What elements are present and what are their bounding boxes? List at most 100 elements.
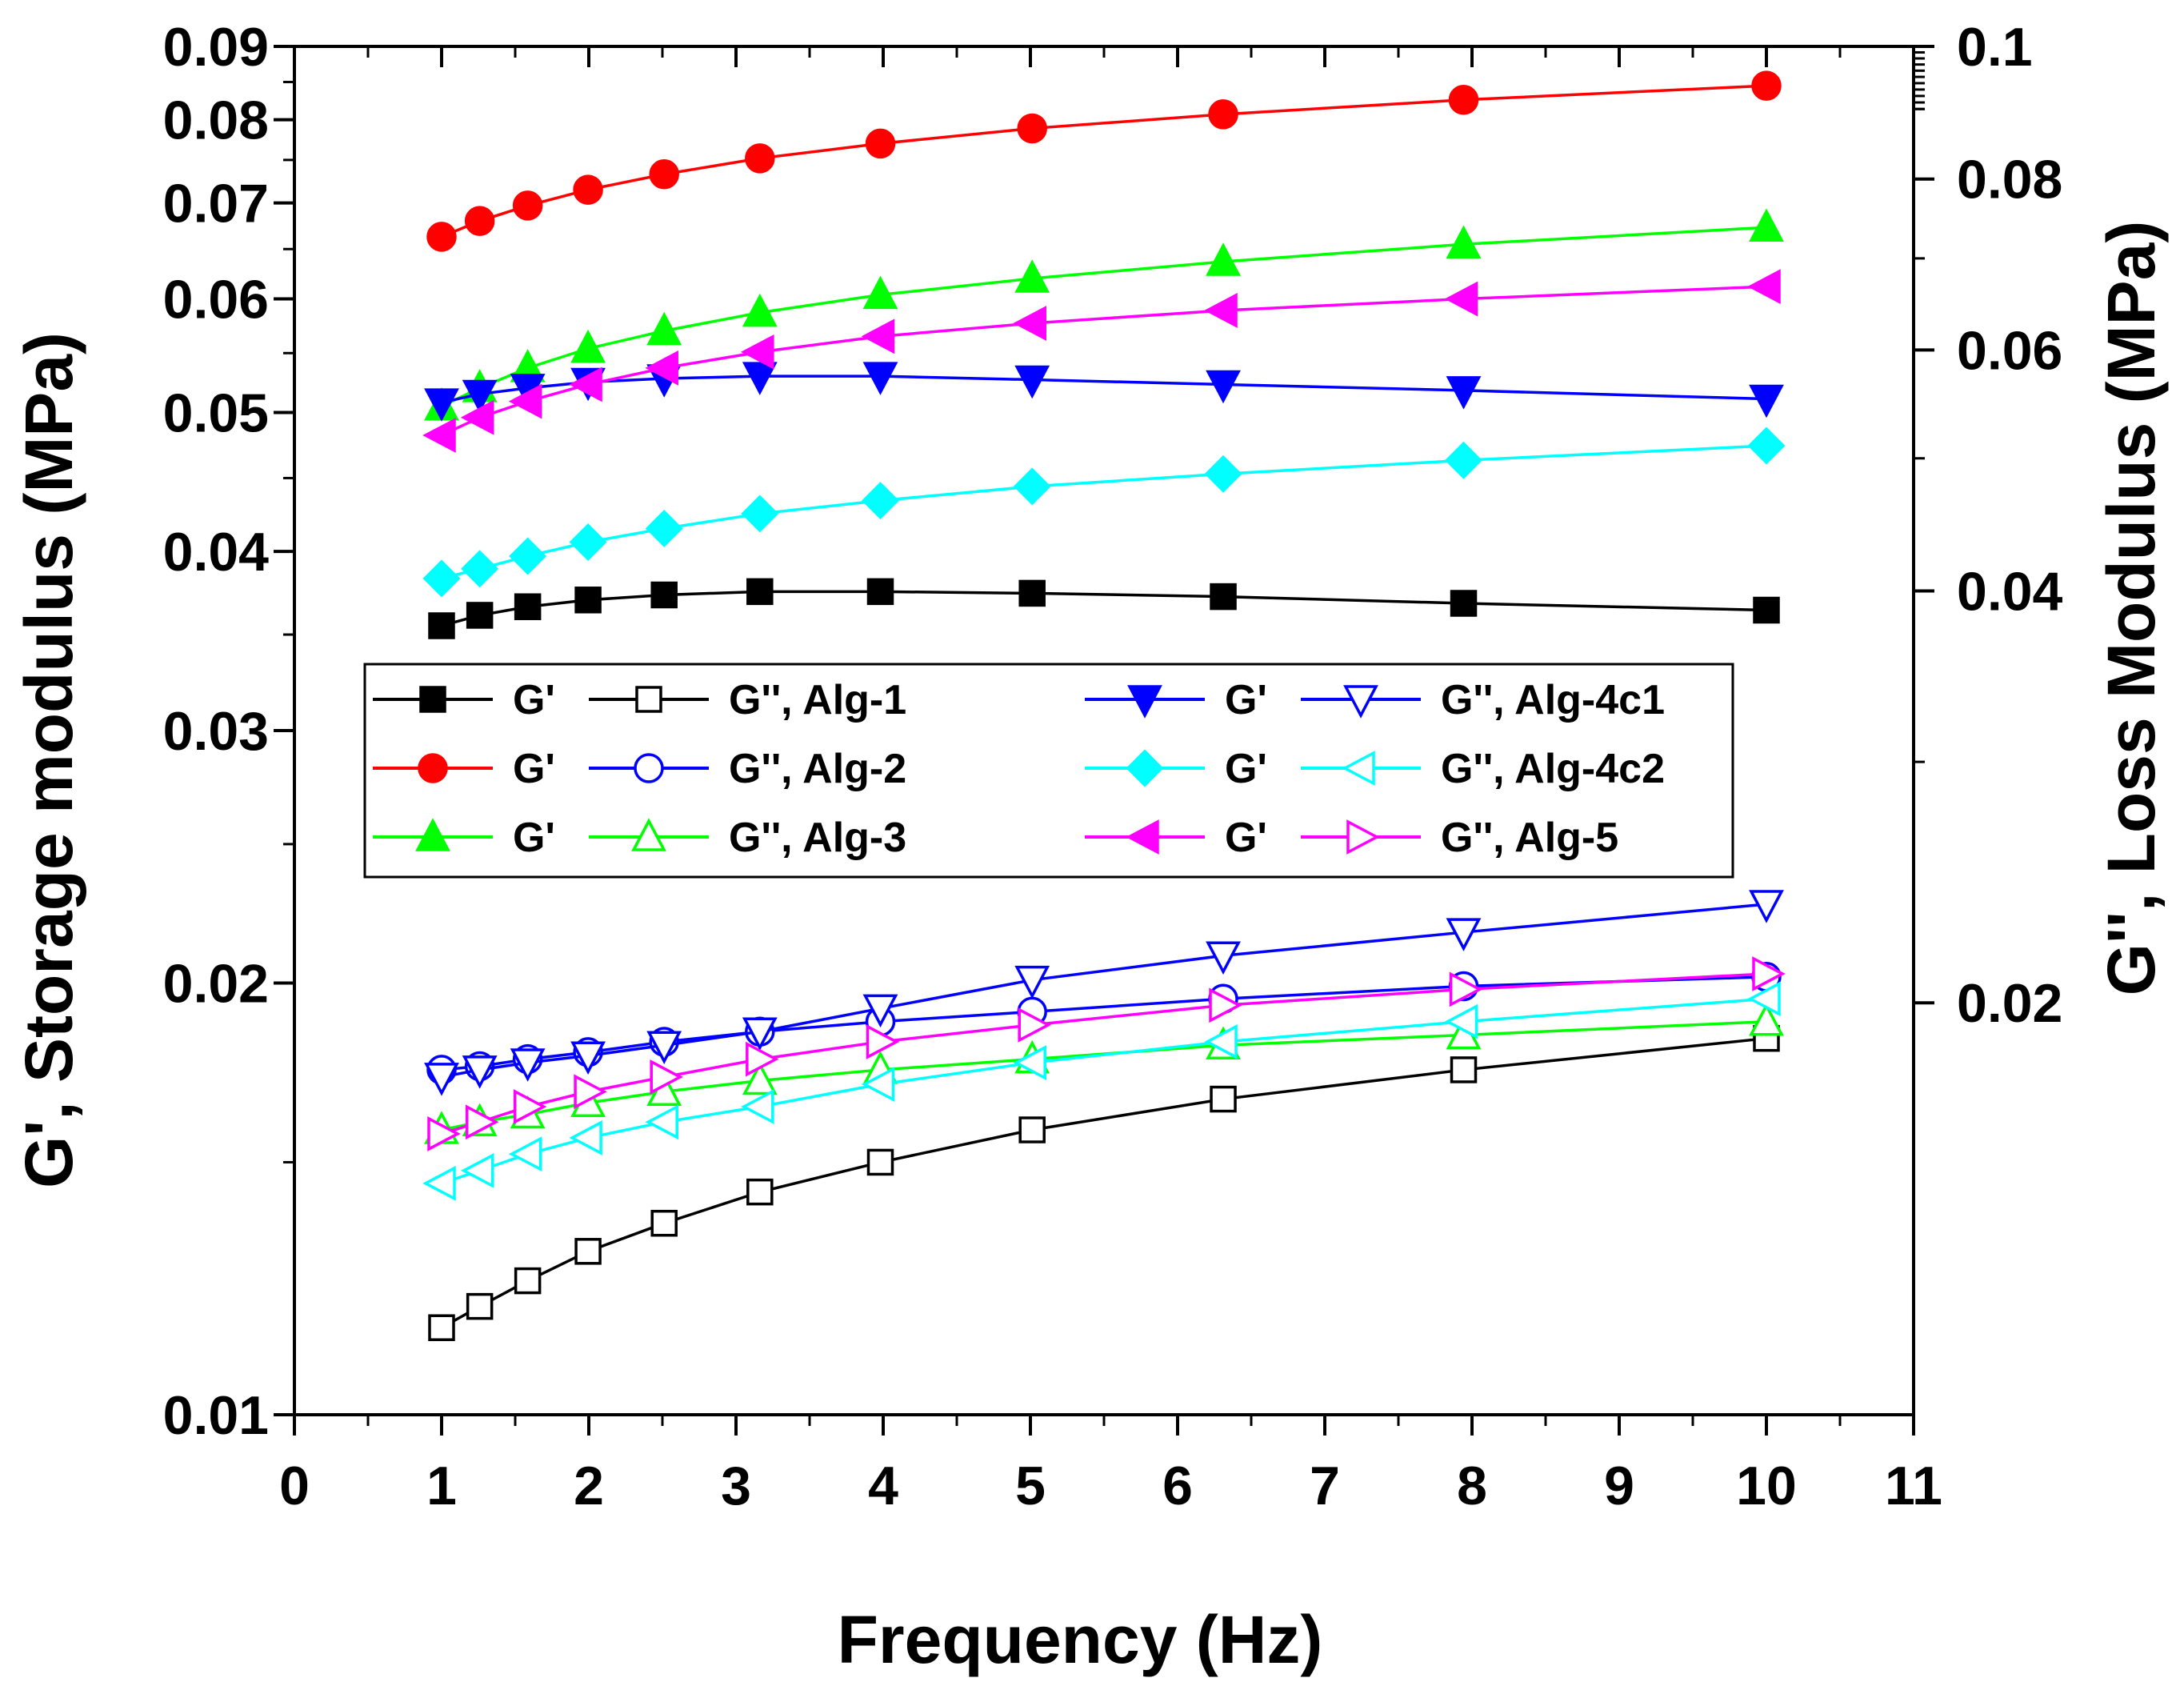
y-right-tick-label: 0.02 [1957,973,2062,1034]
data-point [1204,1024,1238,1059]
data-point [1747,981,1781,1017]
data-point [574,1238,602,1265]
legend-entry: G' G'', Alg-4c2 [1085,746,1665,792]
legend-marker [418,753,448,783]
data-point [462,379,498,414]
data-point [513,1089,547,1124]
data-point [466,1292,494,1320]
y-left-tick-label: 0.05 [163,382,269,443]
y-left-tick-label: 0.04 [163,522,270,583]
data-point [741,1089,774,1124]
legend-label-gprime: G' [513,815,555,861]
data-point [1753,596,1780,624]
data-point [1449,971,1483,1007]
y-left-tick-label: 0.07 [163,174,269,234]
legend-label-gprime: G' [513,677,555,723]
data-point [1014,965,1050,999]
data-point [422,559,461,598]
data-point [574,1074,607,1110]
x-tick-label: 0 [279,1456,310,1516]
legend-entry: G' G'', Alg-4c1 [1085,677,1665,723]
legend-marker [631,818,666,851]
data-point [1210,1085,1237,1113]
data-point [461,550,499,588]
y-right-tick-label: 0.04 [1957,561,2063,622]
data-point [1013,306,1046,341]
data-point [1751,70,1782,101]
data-point [1209,987,1242,1023]
data-point [466,602,494,629]
data-point [1013,467,1051,506]
legend-label-gprime: G' [1225,746,1267,792]
data-point [422,418,456,453]
x-axis-title: Frequency (Hz) [838,1602,1323,1677]
legend-label-gdoubleprime: G'', Alg-3 [729,815,906,861]
x-tick-label: 1 [426,1456,457,1516]
legend-label-gdoubleprime: G'', Alg-4c2 [1441,746,1665,792]
data-point [646,1031,682,1064]
x-tick-label: 10 [1736,1456,1797,1516]
data-point [645,1104,678,1140]
data-point [746,1178,774,1206]
data-point [1445,441,1482,479]
data-point [514,593,542,620]
legend-entry: G' G'', Alg-1 [373,677,906,723]
data-point [508,383,542,419]
data-point [650,1209,678,1237]
data-point [422,1165,456,1201]
data-point [650,1059,683,1095]
data-point [1747,269,1781,305]
data-point [1446,918,1482,951]
y-axis-right-title: G'', Loss Modulus (MPa) [2094,221,2169,996]
data-point [861,1067,895,1102]
x-tick-label: 4 [868,1456,898,1516]
data-point [465,1104,499,1140]
legend-entry: G' G'', Alg-5 [1085,815,1618,861]
legend-label-gprime: G' [1225,815,1267,861]
data-point [1208,99,1238,130]
data-point [573,174,603,205]
data-point [745,143,775,174]
series-2 [426,70,1782,252]
data-point [1014,365,1050,399]
data-point [1752,956,1786,991]
data-point [574,587,602,614]
x-tick-label: 2 [574,1456,604,1516]
x-tick-label: 7 [1310,1456,1340,1516]
data-point [866,1024,900,1059]
data-point [742,1061,778,1095]
data-point [649,158,679,190]
data-point [569,523,607,561]
legend-marker [419,686,446,713]
data-point [746,578,774,606]
data-point [1206,242,1241,276]
data-point [462,1055,498,1089]
data-point [866,1148,894,1176]
data-point [570,329,606,363]
y-left-tick-label: 0.06 [163,270,269,330]
data-point [862,362,898,395]
x-tick-label: 8 [1457,1456,1487,1516]
y-axis-left-title: G', Storage modulus (MPa) [11,332,86,1188]
data-point [645,509,683,547]
y-right-tick-label: 0.08 [1957,150,2062,210]
data-point [865,128,896,159]
data-point [514,1267,542,1295]
legend-label-gdoubleprime: G'', Alg-4c1 [1441,677,1665,723]
x-tick-label: 6 [1162,1456,1193,1516]
legend-label-gdoubleprime: G'', Alg-2 [729,746,906,792]
legend-entry: G' G'', Alg-3 [373,815,906,861]
data-point [1204,455,1242,493]
series-11 [427,956,1786,1151]
legend-marker [1342,751,1375,786]
data-point [1446,376,1482,410]
data-point [1749,890,1784,923]
legend-marker [634,753,664,783]
x-tick-label: 3 [721,1456,751,1516]
data-point [1018,579,1046,607]
series-9 [422,981,1781,1201]
data-point [742,1017,778,1051]
data-point [746,1041,779,1077]
legend-marker [635,686,662,713]
